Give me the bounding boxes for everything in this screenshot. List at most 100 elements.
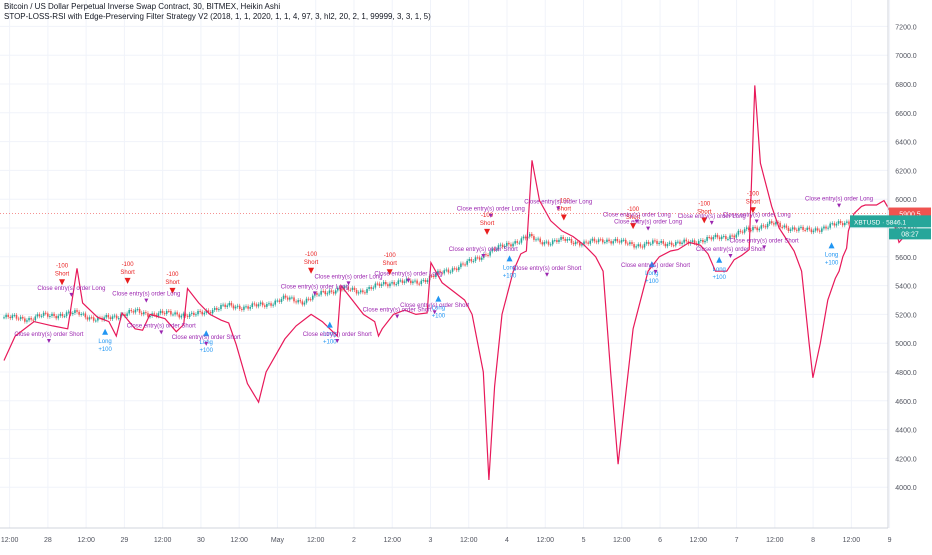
candle-body [543,242,546,245]
exit-label: Close entry(s) order Short [621,263,690,269]
exit-arrow-marker [432,310,437,315]
candle-body [629,242,631,245]
candle-body [397,280,400,285]
candle-body [355,289,358,294]
price-axis[interactable]: 7200.0 7000.0 6800.0 6600.0 6400.0 6200.0 6000… [895,24,917,492]
candle-body [756,227,758,231]
candle-body [476,257,479,259]
x-tick-label: 12:00 [460,537,478,544]
long-label: +100 [432,314,446,320]
long-arrow-marker [102,328,109,335]
candle-body [608,239,610,242]
candle-body [472,260,475,262]
candle-body [462,263,464,265]
candle-body [159,310,162,314]
short-label: -100 [384,253,397,259]
long-label: Long [323,332,336,338]
filter-line [3,85,907,481]
y-tick-label: 7000.0 [895,53,917,60]
candle-body [17,318,20,320]
exit-arrow-marker [646,226,651,231]
candle-body [297,300,299,303]
candle-body [26,320,28,322]
candle-body [610,241,612,244]
candle-body [69,311,72,315]
candle-body [405,278,408,282]
candle-body [581,244,583,246]
short-label: -100 [56,263,69,269]
candle-body [249,307,251,309]
candle-body [627,243,629,245]
exit-label: Close entry(s) order Long [678,214,746,220]
candle-body [410,280,412,284]
short-arrow-marker [386,269,393,276]
x-tick-label: 12:00 [537,537,555,544]
ticker-badge [850,215,931,228]
short-label: Short [383,261,398,267]
candle-body [78,311,80,315]
candle-body [74,310,76,313]
candle-body [382,281,385,285]
y-tick-label: 6000.0 [895,197,917,204]
short-label: Short [304,260,319,266]
short-label: -100 [558,198,571,204]
candle-body [276,300,279,302]
exit-label: Close entry(s) order Short [172,335,241,341]
candle-body [32,319,35,321]
candle-body [380,284,383,286]
x-tick-label: 8 [811,537,815,544]
candle-body [785,225,788,228]
candle-body [422,279,425,281]
candle-body [764,226,767,228]
candle-body [142,312,145,315]
short-label: -100 [627,207,640,213]
candle-body [579,242,581,246]
candle-body [770,221,773,224]
candle-body [708,236,710,238]
candle-body [384,281,387,285]
candle-body [839,221,842,224]
exit-arrow-marker [144,298,149,303]
short-arrow-marker [308,267,315,274]
exit-label: Close entry(s) order Long [805,197,873,203]
candle-body [172,314,174,316]
candle-body [741,231,744,233]
exit-arrow-marker [544,272,549,277]
exit-arrow-marker [754,219,759,224]
candle-body [697,240,700,245]
short-label: Short [697,209,712,215]
candle-body [606,239,608,243]
candle-body [535,239,537,241]
exit-label: Close entry(s) order Short [696,247,765,253]
candle-body [848,221,850,225]
candle-body [147,313,149,317]
candle-body [280,298,283,302]
candle-body [808,227,811,230]
candle-body [234,306,237,309]
candle-body [218,309,220,311]
candle-body [176,312,178,315]
candle-body [228,302,231,306]
candle-body [128,309,130,314]
candle-body [253,303,256,305]
candle-body [109,317,112,320]
candle-body [111,316,114,320]
time-axis[interactable]: 12:00 28 12:00 29 12:00 30 12:00 May 12:00 2 12:00… [1,537,892,544]
x-tick-label: 12:00 [230,537,248,544]
x-tick-label: 6 [658,537,662,544]
candle-body [791,227,794,230]
strategy-legend[interactable]: STOP-LOSS-RSI with Edge-Preserving Filte… [4,12,431,21]
candle-body [44,312,47,314]
y-tick-label: 4200.0 [895,456,917,463]
symbol-legend[interactable]: Bitcoin / US Dollar Perpetual Inverse Sw… [4,2,281,11]
candle-body [92,317,95,321]
candle-body [775,222,777,225]
candle-body [718,237,721,240]
candle-body [395,284,398,286]
exit-label: Close entry(s) order Long [614,220,682,226]
candle-body [266,304,268,307]
filter-series [3,85,907,481]
